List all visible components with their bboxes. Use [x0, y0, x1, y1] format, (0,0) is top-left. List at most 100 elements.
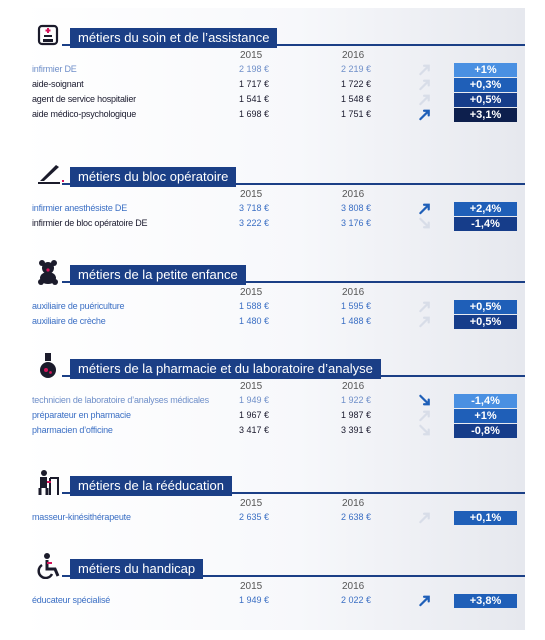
salary-2016: 1 987 € [341, 410, 372, 420]
section-header: métiers du handicap [22, 553, 525, 579]
section-header: métiers de la petite enfance [22, 259, 525, 285]
arrow-up-icon [419, 512, 430, 524]
section-petite-enfance: métiers de la petite enfance 2015 2016 a… [22, 259, 525, 329]
change-badge: -1,4% [454, 394, 517, 408]
change-badge: +0,5% [454, 93, 517, 107]
salary-2015: 1 967 € [239, 410, 270, 420]
change-badge: +3,1% [454, 108, 517, 122]
table-row: infirmier DE 2 198 € 2 219 € +1% [22, 62, 525, 77]
change-badge: +3,8% [454, 594, 517, 608]
scalpel-icon [38, 165, 64, 184]
section-header: métiers du bloc opératoire [22, 161, 525, 187]
job-title: préparateur en pharmacie [32, 410, 131, 420]
year-2016-label: 2016 [342, 381, 365, 392]
salary-2015: 3 718 € [239, 203, 270, 213]
job-title: technicien de laboratoire d’analyses méd… [32, 395, 209, 405]
section-soin: métiers du soin et de l’assistance 2015 … [22, 22, 525, 122]
year-2015-label: 2015 [240, 50, 263, 61]
year-header: 2015 2016 [22, 498, 525, 510]
section-rule [62, 281, 525, 283]
salary-2016: 1 548 € [341, 94, 372, 104]
job-title: aide-soignant [32, 79, 84, 89]
salary-2015: 1 541 € [239, 94, 270, 104]
table-row: technicien de laboratoire d’analyses méd… [22, 393, 525, 408]
section-title: métiers de la petite enfance [70, 265, 246, 285]
section-title: métiers de la rééducation [70, 476, 232, 496]
salary-2015: 1 717 € [239, 79, 270, 89]
table-row: auxiliaire de puériculture 1 588 € 1 595 €… [22, 299, 525, 314]
hospital-bed-icon [37, 24, 59, 46]
salary-2016: 1 488 € [341, 316, 372, 326]
wheelchair-icon [37, 553, 60, 579]
section-title: métiers de la pharmacie et du laboratoir… [70, 359, 381, 379]
change-badge: +1% [454, 409, 517, 423]
job-title: masseur-kinésithérapeute [32, 512, 131, 522]
salary-2015: 2 635 € [239, 512, 270, 522]
table-row: auxiliaire de crèche 1 480 € 1 488 € +0,5% [22, 314, 525, 329]
change-badge: +2,4% [454, 202, 517, 216]
job-title: agent de service hospitalier [32, 94, 136, 104]
arrow-up-icon [419, 79, 430, 91]
arrow-up-icon [419, 316, 430, 328]
job-title: auxiliaire de puériculture [32, 301, 125, 311]
salary-2015: 3 222 € [239, 218, 270, 228]
arrow-up-icon [419, 410, 430, 422]
change-badge: +0,5% [454, 315, 517, 329]
salary-2016: 1 595 € [341, 301, 372, 311]
arrow-up-icon [419, 203, 430, 215]
arrow-up-icon [419, 64, 430, 76]
job-title: infirmier de bloc opératoire DE [32, 218, 148, 228]
salary-2015: 1 588 € [239, 301, 270, 311]
section-pharmacie: métiers de la pharmacie et du laboratoir… [22, 353, 525, 438]
year-2016-label: 2016 [342, 287, 365, 298]
year-2016-label: 2016 [342, 50, 365, 61]
salary-2015: 3 417 € [239, 425, 270, 435]
table-row: aide médico-psychologique 1 698 € 1 751 € +… [22, 107, 525, 122]
rehab-walker-icon [38, 470, 59, 495]
section-handicap: métiers du handicap 2015 2016 éducateur … [22, 553, 525, 608]
year-2015-label: 2015 [240, 381, 263, 392]
table-row: masseur-kinésithérapeute 2 635 € 2 638 € +0… [22, 510, 525, 525]
year-2015-label: 2015 [240, 189, 263, 200]
salary-2015: 1 480 € [239, 316, 270, 326]
year-2016-label: 2016 [342, 498, 365, 509]
table-row: agent de service hospitalier 1 541 € 1 548… [22, 92, 525, 107]
section-rule [62, 183, 525, 185]
arrow-down-icon [419, 217, 430, 229]
year-2015-label: 2015 [240, 287, 263, 298]
table-row: infirmier anesthésiste DE 3 718 € 3 808 € +… [22, 201, 525, 216]
job-title: pharmacien d’officine [32, 425, 113, 435]
section-header: métiers de la rééducation [22, 470, 525, 496]
section-bloc: métiers du bloc opératoire 2015 2016 inf… [22, 161, 525, 231]
job-title: éducateur spécialisé [32, 595, 111, 605]
arrow-up-icon [419, 94, 430, 106]
year-header: 2015 2016 [22, 581, 525, 593]
year-header: 2015 2016 [22, 189, 525, 201]
salary-2016: 3 176 € [341, 218, 372, 228]
salary-2016: 1 922 € [341, 395, 372, 405]
change-badge: +0,3% [454, 78, 517, 92]
change-badge: +1% [454, 63, 517, 77]
change-badge: -0,8% [454, 424, 517, 438]
change-badge: +0,5% [454, 300, 517, 314]
section-rule [62, 575, 525, 577]
salary-2016: 1 722 € [341, 79, 372, 89]
section-title: métiers du handicap [70, 559, 204, 579]
salary-2016: 2 022 € [341, 595, 372, 605]
salary-2016: 3 808 € [341, 203, 372, 213]
arrow-up-icon [419, 109, 430, 121]
teddy-bear-icon [38, 260, 58, 285]
year-2016-label: 2016 [342, 581, 365, 592]
arrow-down-icon [419, 394, 430, 406]
flask-icon [40, 353, 56, 378]
job-title: infirmier DE [32, 64, 77, 74]
salary-2015: 2 198 € [239, 64, 270, 74]
section-header: métiers du soin et de l’assistance [22, 22, 525, 48]
section-title: métiers du bloc opératoire [70, 167, 237, 187]
job-title: auxiliaire de crèche [32, 316, 106, 326]
salary-2016: 2 219 € [341, 64, 372, 74]
section-reeducation: métiers de la rééducation 2015 2016 mass… [22, 470, 525, 525]
salary-2015: 1 949 € [239, 595, 270, 605]
job-title: infirmier anesthésiste DE [32, 203, 128, 213]
section-header: métiers de la pharmacie et du laboratoir… [22, 353, 525, 379]
